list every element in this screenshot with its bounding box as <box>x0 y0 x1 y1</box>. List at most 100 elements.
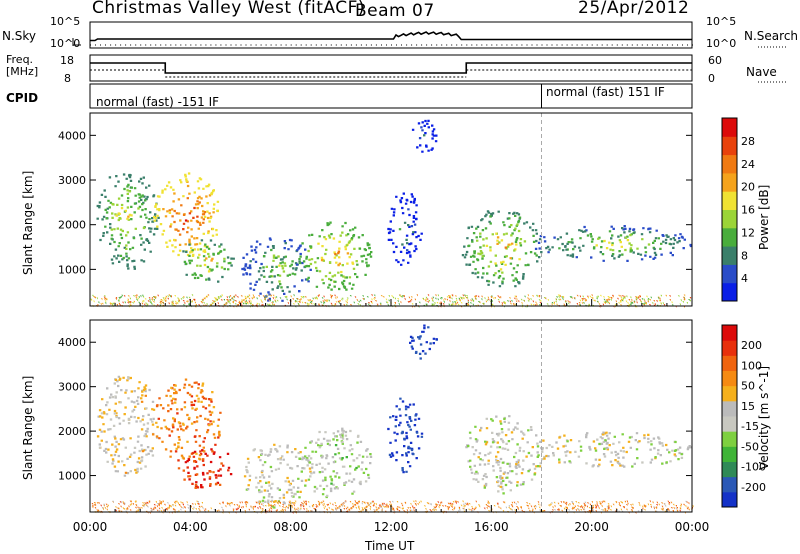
scatter-region-0-3-4 <box>278 264 281 267</box>
freq-unit-label: [MHz] <box>6 65 39 78</box>
colorbar-cell-0-0 <box>722 282 737 302</box>
ytick-label-1-3: 4000 <box>58 336 86 349</box>
scatter-region-1-1-3 <box>155 378 221 461</box>
ytick-label-0-2: 3000 <box>58 174 86 187</box>
colorbar-cell-1-2 <box>722 461 737 478</box>
nsearch-tick-bottom: 10^0 <box>706 37 737 50</box>
ytick-label-1-2: 3000 <box>58 381 86 394</box>
colorbar-frame-1 <box>721 324 738 508</box>
nave-trace <box>90 69 692 78</box>
ground-scatter-1-4 <box>101 500 687 514</box>
scatter-region-0-8-3 <box>597 234 651 252</box>
colorbar-cell-1-10 <box>722 340 737 356</box>
scatter-region-1-4-1 <box>307 429 369 497</box>
xtick-label-5: 20:00 <box>574 520 609 534</box>
scatter-region-1-3-2 <box>246 444 311 505</box>
colorbar-cell-0-2 <box>722 246 737 265</box>
colorbar-tick-1-0: 200 <box>741 339 762 352</box>
cpid-label: CPID <box>6 91 39 105</box>
colorbar-tick-0-2: 12 <box>741 226 755 239</box>
colorbar-tick-0-0: 4 <box>741 272 748 285</box>
scatter-region-1-3-3 <box>245 445 313 505</box>
ytick-label-1-1: 2000 <box>58 425 86 438</box>
xtick-label-6: 00:00 <box>675 520 710 534</box>
cpid-panel-frame <box>89 83 693 109</box>
colorbar-tick-1-6: -100 <box>741 461 766 474</box>
xtick-label-4: 16:00 <box>474 520 509 534</box>
nsky-tick-bottom: 10^0 <box>50 37 81 50</box>
ground-scatter-1-2 <box>91 500 693 514</box>
scatter-region-0-4-1 <box>307 231 361 283</box>
scatter-region-0-0-1 <box>104 183 151 260</box>
scatter-region-0-0-4 <box>127 215 130 218</box>
nave-tick-bottom: 0 <box>708 72 715 85</box>
colorbar-tick-1-7: -200 <box>741 481 766 494</box>
colorbar-tick-1-2: 50 <box>741 380 755 393</box>
scatter-region-0-0-0 <box>96 173 160 270</box>
scatter-region-1-5-1 <box>388 397 424 473</box>
scatter-region-0-4-4 <box>334 250 341 256</box>
scatter-region-0-5-3 <box>398 228 402 231</box>
scatter-region-1-2-1 <box>184 448 233 489</box>
noise-sky-trace <box>90 31 692 42</box>
scatter-region-0-5-0 <box>387 192 423 266</box>
scatter-region-0-7-2 <box>485 232 521 271</box>
colorbar-cell-0-5 <box>722 191 737 210</box>
scatter-region-1-3-0 <box>245 453 309 509</box>
scatter-region-0-7-5 <box>504 246 507 249</box>
ytick-label-1-0: 1000 <box>58 470 86 483</box>
scatter-region-0-3-1 <box>241 237 312 302</box>
scatter-region-0-3-0 <box>248 242 303 293</box>
scatter-region-0-2-1 <box>196 251 226 271</box>
colorbar-cell-1-9 <box>722 355 737 371</box>
freq-tick-top: 18 <box>60 54 74 67</box>
scatter-region-1-1-0 <box>157 383 220 462</box>
xtick-label-0: 00:00 <box>73 520 108 534</box>
x-axis-label: Time UT <box>365 539 415 553</box>
colorbar-cell-1-5 <box>722 416 737 432</box>
noise-panel-frame <box>89 21 693 49</box>
scatter-region-1-0-2 <box>98 376 155 473</box>
ground-scatter-1-0 <box>93 500 694 514</box>
ytick-label-0-3: 4000 <box>58 129 86 142</box>
scatter-region-0-8-2 <box>545 227 681 260</box>
xtick-label-1: 04:00 <box>173 520 208 534</box>
scatter-region-0-6-1 <box>423 134 426 137</box>
nsky-legend-line <box>72 38 81 46</box>
scatter-region-1-3-1 <box>243 443 312 507</box>
scatter-region-0-0-3 <box>115 207 133 220</box>
colorbar-tick-1-5: -50 <box>741 440 759 453</box>
scatter-region-0-8-4 <box>595 239 630 250</box>
colorbar-frame-0 <box>721 117 738 302</box>
colorbar-tick-0-1: 8 <box>741 249 748 262</box>
colorbar-tick-0-5: 24 <box>741 158 755 171</box>
ground-scatter-0-0 <box>93 294 686 308</box>
colorbar-tick-0-4: 20 <box>741 181 755 194</box>
colorbar-cell-1-6 <box>722 400 737 417</box>
colorbar-cell-1-8 <box>722 370 737 387</box>
colorbar-cell-0-4 <box>722 209 737 229</box>
scatter-region-0-6-2 <box>418 126 424 140</box>
scatter-region-1-6-1 <box>409 324 438 353</box>
scatter-region-0-1-4 <box>184 219 188 222</box>
ytick-label-0-0: 1000 <box>58 263 86 276</box>
xtick-label-2: 08:00 <box>273 520 308 534</box>
colorbar-cell-1-3 <box>722 446 737 462</box>
colorbar-cell-0-9 <box>722 118 737 137</box>
colorbar-cell-0-8 <box>722 136 737 156</box>
cpid-segment-2: normal (fast) 151 IF <box>546 85 665 99</box>
scatter-region-0-1-2 <box>168 197 207 236</box>
colorbar-cell-0-1 <box>722 264 737 284</box>
nsearch-label: N.Search <box>744 29 799 43</box>
freq-label: Freq. <box>6 53 34 66</box>
colorbar-tick-1-3: 15 <box>741 400 755 413</box>
colorbar-tick-1-4: -15 <box>741 420 759 433</box>
ytick-label-0-1: 2000 <box>58 219 86 232</box>
scatter-region-0-3-2 <box>265 254 287 283</box>
date-label: 25/Apr/2012 <box>578 0 690 18</box>
xtick-label-3: 12:00 <box>374 520 409 534</box>
beam-label: Beam 07 <box>355 1 435 21</box>
colorbar-cell-0-3 <box>722 227 737 247</box>
cpid-segment-1: normal (fast) -151 IF <box>96 95 220 109</box>
